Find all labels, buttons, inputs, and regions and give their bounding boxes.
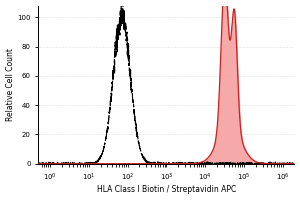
X-axis label: HLA Class I Biotin / Streptavidin APC: HLA Class I Biotin / Streptavidin APC xyxy=(97,185,236,194)
Y-axis label: Relative Cell Count: Relative Cell Count xyxy=(6,48,15,121)
